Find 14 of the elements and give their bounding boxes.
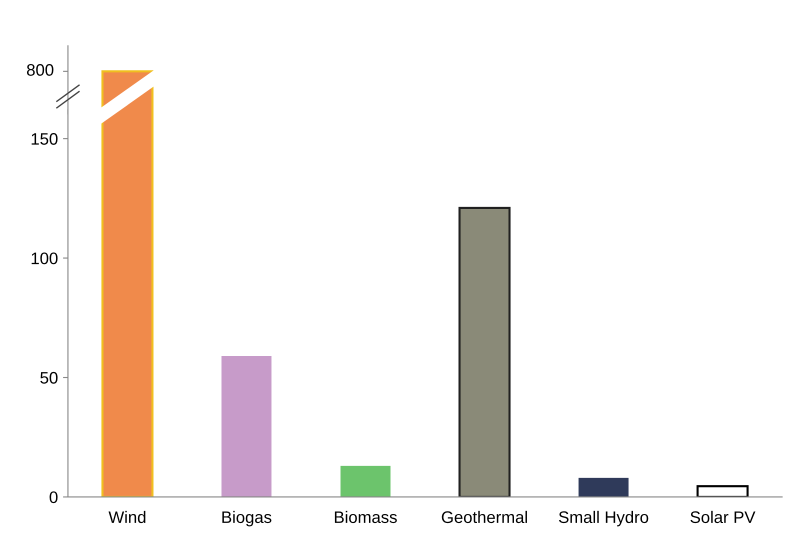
x-tick-label: Small Hydro [558,510,648,526]
y-tick-label: 0 [50,491,58,504]
x-tick-label: Wind [108,510,146,524]
y-tick-label: 100 [32,252,58,264]
y-tick-label: 150 [32,133,58,145]
x-tick-label: Biogas [222,510,272,526]
text: 800 [26,64,54,76]
bar [578,478,629,497]
x-tick-label: Geothermal [442,510,527,524]
bar [340,466,390,497]
x-tick-label: Biomass [334,510,397,524]
y-tick-label: 50 [40,372,58,384]
bar [221,356,272,497]
x-tick-label: Solar PV [690,510,756,524]
